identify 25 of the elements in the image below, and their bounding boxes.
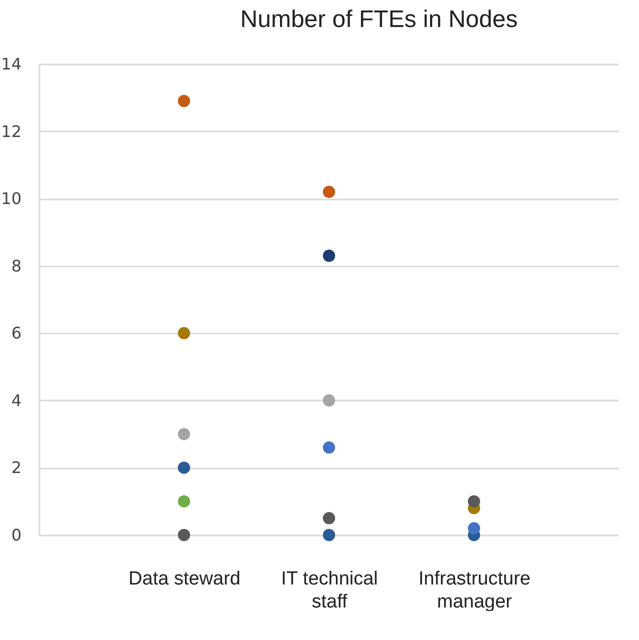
point bbox=[178, 428, 190, 440]
y-tick-label: 12 bbox=[1, 122, 22, 141]
x-tick-label: Data steward bbox=[128, 568, 240, 590]
y-tick-label: 4 bbox=[11, 390, 22, 410]
point bbox=[322, 250, 336, 262]
point bbox=[322, 528, 336, 542]
chart-title: Number of FTEs in Nodes bbox=[240, 6, 518, 33]
point bbox=[468, 495, 480, 508]
point bbox=[178, 528, 190, 542]
point bbox=[322, 186, 336, 198]
y-tick-label: 14 bbox=[1, 54, 22, 74]
y-tick-label: 8 bbox=[11, 256, 22, 276]
y-tick-label: 2 bbox=[11, 458, 22, 478]
y-tick-label: 10 bbox=[1, 189, 22, 208]
point bbox=[322, 394, 336, 407]
point bbox=[178, 94, 190, 108]
y-tick-label: 6 bbox=[11, 324, 22, 343]
point bbox=[178, 495, 190, 508]
point bbox=[178, 462, 190, 474]
point bbox=[322, 441, 336, 454]
x-tick-label: IT technical staff bbox=[281, 568, 378, 612]
point bbox=[178, 327, 190, 340]
y-tick-label: 0 bbox=[11, 526, 22, 544]
point bbox=[322, 512, 336, 524]
point bbox=[468, 522, 480, 534]
